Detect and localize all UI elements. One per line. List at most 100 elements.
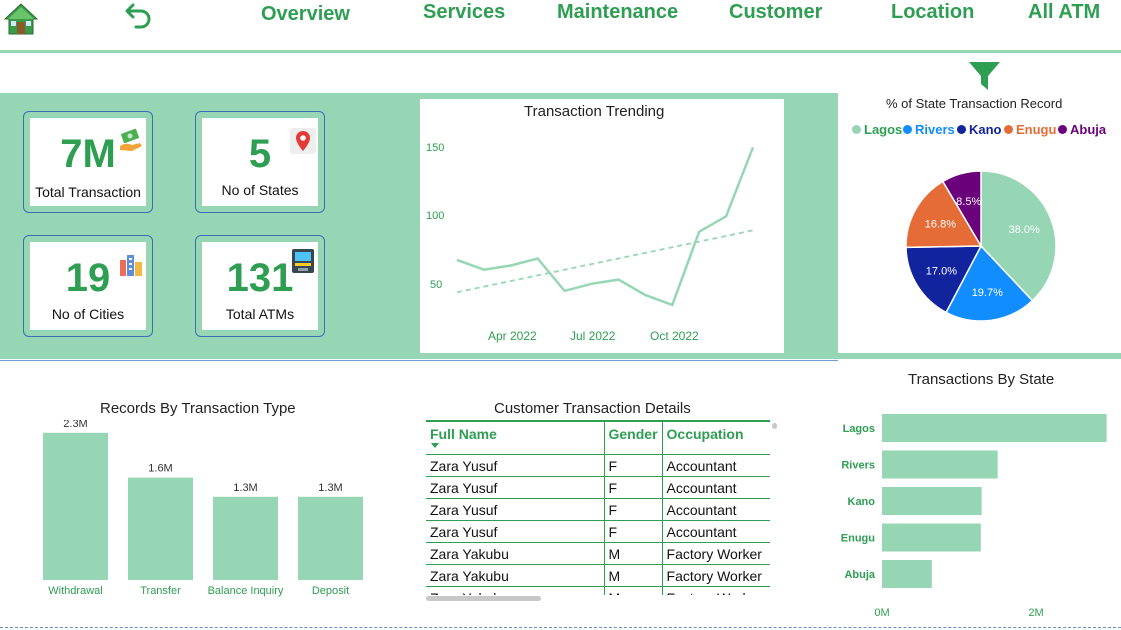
trend-panel: Transaction Trending 150 100 50 Apr 2022…: [420, 99, 784, 353]
kpi-value: 5: [248, 132, 272, 176]
nav-all-atm[interactable]: All ATM: [1028, 1, 1101, 23]
pie-title: % of State Transaction Record: [886, 96, 1063, 111]
y-tick-100: 100: [426, 210, 444, 222]
bar-category-label: Enugu: [841, 533, 875, 545]
bar-withdrawal: [43, 432, 108, 580]
trend-line: [456, 146, 755, 307]
table-row[interactable]: Zara Yusuf F Accountant: [426, 498, 770, 521]
bar-category-label: Kano: [848, 496, 876, 508]
type-bar-title: Records By Transaction Type: [100, 400, 296, 417]
nav-divider: [0, 50, 1121, 53]
trend-title: Transaction Trending: [524, 103, 665, 120]
kpi-label: Total Transaction: [35, 184, 141, 200]
x-tick-2m: 2M: [1028, 607, 1043, 619]
pie-slice-lagos: [980, 170, 1057, 302]
nav-maintenance[interactable]: Maintenance: [557, 1, 679, 23]
y-tick-50: 50: [430, 279, 442, 291]
state-bar-chart: 0M 2M Lagos Rivers Kano Enugu Abuja: [841, 414, 1107, 619]
bar-value-label: 1.6M: [148, 463, 172, 475]
bar-deposit: [298, 496, 363, 580]
bar-kano: [882, 487, 982, 515]
trend-dashed-line: [456, 229, 754, 294]
kpi-card-total-transaction: 7M Total Transaction: [23, 111, 153, 213]
header-full-name[interactable]: Full Name: [426, 420, 604, 455]
customer-table: Full Name Gender Occupation Zara Yusuf F A…: [426, 420, 772, 595]
city-icon: [120, 255, 142, 276]
table-row[interactable]: Zara Yusuf F Accountant: [426, 454, 770, 477]
bar-balance-inquiry: [213, 496, 278, 580]
bar-category-label: Balance Inquiry: [208, 585, 284, 597]
pie-slice-rivers: [945, 244, 1034, 322]
legend-abuja: Abuja: [1058, 122, 1106, 137]
filter-icon[interactable]: [968, 60, 1001, 92]
sort-descending-icon[interactable]: [431, 443, 439, 448]
legend-rivers: Rivers: [903, 122, 955, 137]
kpi-value: 131: [226, 256, 294, 300]
kpi-label: No of Cities: [51, 306, 125, 322]
back-arrow-icon[interactable]: [124, 1, 154, 29]
table-title: Customer Transaction Details: [494, 400, 691, 417]
legend-lagos: Lagos: [852, 122, 902, 137]
table-row[interactable]: Zara Yusuf F Accountant: [426, 476, 770, 499]
y-tick-150: 150: [426, 142, 444, 154]
bar-category-label: Rivers: [841, 460, 875, 472]
pie-label-enugu: 16.8%: [925, 218, 956, 230]
x-tick-0m: 0M: [874, 607, 889, 619]
pie-label-lagos: 38.0%: [1009, 224, 1040, 236]
nav-overview[interactable]: Overview: [261, 3, 350, 25]
x-tick-apr: Apr 2022: [488, 329, 537, 343]
kpi-value: 19: [65, 256, 111, 300]
x-tick-jul: Jul 2022: [570, 329, 616, 343]
horizontal-scrollbar[interactable]: [426, 596, 541, 601]
bar-value-label: 1.3M: [233, 482, 257, 494]
table-header-row: Full Name Gender Occupation: [426, 420, 770, 455]
map-pin-icon: [290, 128, 316, 154]
kpi-label: Total ATMs: [225, 306, 295, 322]
pie-panel: % of State Transaction Record Lagos Rive…: [838, 93, 1121, 353]
pie-label-abuja: 8.5%: [956, 196, 981, 208]
header-gender[interactable]: Gender: [603, 420, 663, 455]
pie-slice-enugu: [905, 180, 983, 249]
bar-category-label: Deposit: [312, 585, 349, 597]
legend-enugu: Enugu: [1004, 122, 1056, 137]
kpi-card-atms: 131 Total ATMs: [195, 235, 325, 337]
kpi-card-cities: 19 No of Cities: [23, 235, 153, 337]
pie-slice-abuja: [941, 170, 982, 249]
pie-chart: 38.0% 19.7% 17.0% 16.8%8.5%: [905, 170, 1057, 322]
pie-slice-kano: [905, 245, 983, 314]
bar-category-label: Transfer: [140, 585, 181, 597]
kpi-value: 7M: [60, 132, 116, 176]
bar-value-label: 1.3M: [318, 482, 342, 494]
nav-location[interactable]: Location: [891, 1, 975, 23]
bar-abuja: [882, 560, 932, 588]
header-occupation[interactable]: Occupation: [661, 420, 770, 455]
type-bar-chart: 2.3M Withdrawal 1.6M Transfer 1.3M Balance In…: [43, 420, 363, 597]
pie-label-rivers: 19.7%: [972, 287, 1003, 299]
bar-value-label: 2.3M: [63, 420, 87, 430]
bar-enugu: [882, 523, 981, 552]
kpi-label: No of States: [221, 182, 299, 198]
divider-line: [0, 360, 838, 361]
band-strip: [838, 353, 1121, 359]
bar-lagos: [882, 414, 1107, 442]
bar-rivers: [882, 450, 998, 479]
vertical-scrollbar[interactable]: [772, 423, 777, 429]
trend-chart: 150 100 50 Apr 2022 Jul 2022 Oct 2022: [426, 142, 755, 343]
legend-kano: Kano: [957, 122, 1002, 137]
nav-services[interactable]: Services: [423, 1, 506, 23]
state-bar-title: Transactions By State: [908, 371, 1055, 388]
pie-label-kano: 17.0%: [926, 265, 957, 277]
bottom-border: [0, 627, 1121, 628]
home-icon[interactable]: [3, 2, 39, 36]
kpi-card-states: 5 No of States: [195, 111, 325, 213]
bar-category-label: Withdrawal: [48, 585, 102, 597]
x-tick-oct: Oct 2022: [650, 329, 699, 343]
bar-transfer: [128, 477, 193, 580]
nav-customer[interactable]: Customer: [729, 1, 823, 23]
table-row[interactable]: Zara Yusuf F Accountant: [426, 520, 770, 543]
bar-category-label: Abuja: [844, 569, 875, 581]
